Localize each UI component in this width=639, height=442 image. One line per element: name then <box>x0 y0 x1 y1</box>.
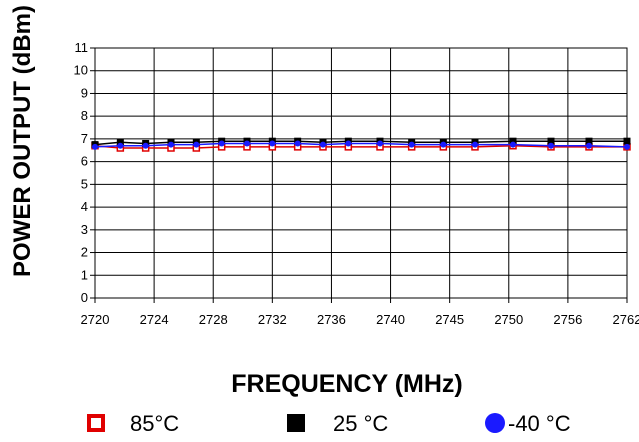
data-point-40c <box>92 143 98 150</box>
data-point-40c <box>294 140 301 147</box>
data-point-40c <box>269 140 276 147</box>
y-tick-label: 0 <box>81 290 88 305</box>
y-tick-label: 11 <box>75 40 89 55</box>
data-point-40c <box>320 141 326 148</box>
y-tick-label: 1 <box>81 267 88 282</box>
data-point-40c <box>548 142 554 149</box>
y-tick-label: 7 <box>81 131 88 146</box>
y-tick-label: 4 <box>81 199 88 214</box>
data-point-25c <box>116 138 124 146</box>
x-axis-ticks: 2720 2724 2728 2732 2736 2740 2745 2750 2756 2762 <box>81 298 639 327</box>
data-point-40c <box>117 142 124 149</box>
y-tick-label: 9 <box>81 85 88 100</box>
legend-label-25c: 25 °C <box>333 411 388 436</box>
data-point-25c <box>509 137 517 145</box>
y-tick-label: 10 <box>74 63 88 78</box>
legend-marker-85c <box>87 414 105 432</box>
legend-label-85c: 85°C <box>130 411 179 436</box>
y-axis-title: POWER OUTPUT (dBm) <box>9 5 36 277</box>
data-point-40c <box>624 143 630 150</box>
data-point-40c <box>218 140 225 147</box>
plot-frame <box>94 47 628 299</box>
x-tick-label: 2732 <box>258 312 287 327</box>
data-point-40c <box>472 141 478 148</box>
data-point-40c <box>345 140 352 147</box>
x-tick-label: 2720 <box>81 312 110 327</box>
y-axis-ticks: 0 1 2 3 4 5 6 7 8 9 10 11 <box>74 40 95 305</box>
legend: 85°C 25 °C -40 °C <box>87 411 571 436</box>
data-point-40c <box>193 141 200 148</box>
data-point-40c <box>168 141 174 148</box>
x-tick-label: 2736 <box>317 312 346 327</box>
x-tick-label: 2728 <box>199 312 228 327</box>
y-tick-label: 3 <box>81 222 88 237</box>
y-tick-label: 5 <box>81 176 88 191</box>
legend-marker-minus40c <box>485 413 505 433</box>
y-tick-label: 6 <box>81 154 88 169</box>
data-point-40c <box>440 141 447 148</box>
data-point-25c <box>623 137 631 145</box>
x-tick-label: 2724 <box>140 312 169 327</box>
x-tick-label: 2762 <box>613 312 639 327</box>
y-tick-label: 2 <box>81 245 88 260</box>
grid-lines <box>94 47 628 299</box>
data-point-40c <box>586 142 592 149</box>
data-point-40c <box>510 141 516 148</box>
data-point-40c <box>408 141 415 148</box>
legend-label-minus40c: -40 °C <box>508 411 571 436</box>
x-tick-label: 2745 <box>435 312 464 327</box>
x-tick-label: 2756 <box>553 312 582 327</box>
data-point-40c <box>377 140 383 147</box>
data-point-40c <box>244 140 250 147</box>
legend-marker-25c <box>287 414 305 432</box>
series-layer <box>91 137 631 152</box>
x-axis-title: FREQUENCY (MHz) <box>231 370 462 398</box>
x-tick-label: 2750 <box>494 312 523 327</box>
data-point-25c <box>585 137 593 145</box>
y-tick-label: 8 <box>81 108 88 123</box>
data-point-40c <box>142 142 149 149</box>
data-point-25c <box>547 137 555 145</box>
x-tick-label: 2740 <box>376 312 405 327</box>
